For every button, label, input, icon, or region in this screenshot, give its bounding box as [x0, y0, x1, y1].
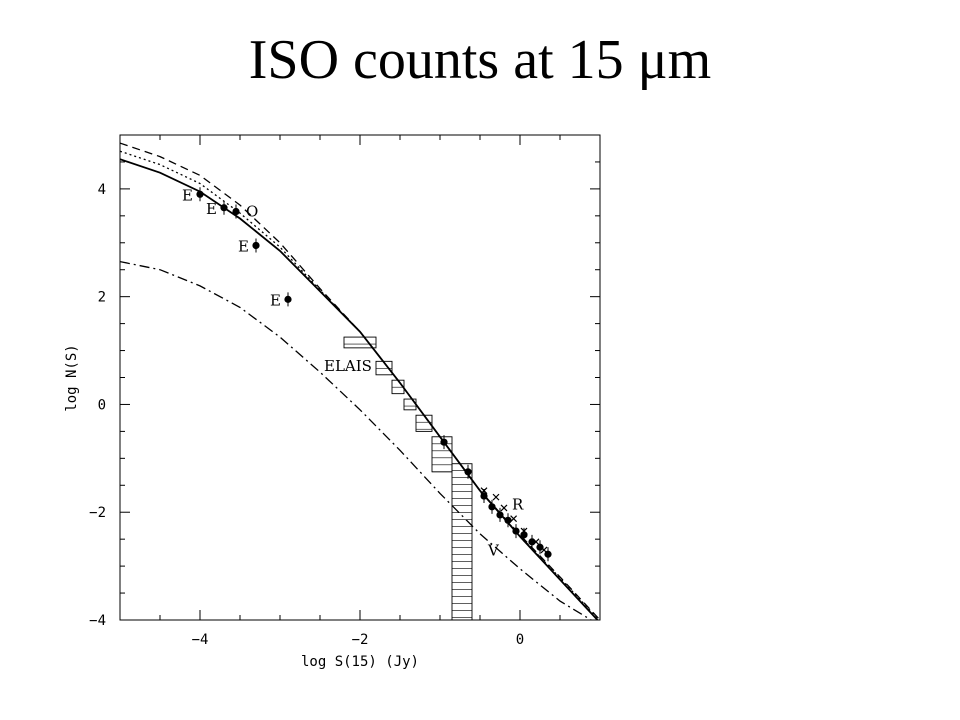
- annotation-v: V: [487, 541, 500, 559]
- elais-histogram-bin: [343, 336, 377, 349]
- x-axis-label: log S(15) (Jy): [301, 654, 419, 670]
- cross-point: [480, 487, 488, 495]
- y-tick-label: −4: [89, 613, 106, 629]
- plot-frame: [119, 134, 601, 621]
- y-tick-label: 2: [98, 290, 106, 306]
- data-point: [488, 503, 496, 511]
- data-point: [284, 295, 292, 303]
- annotation-r: R: [512, 496, 524, 514]
- cross-point: [492, 493, 500, 501]
- slide-title: ISO counts at 15 μm: [248, 29, 712, 91]
- data-point: [512, 527, 520, 535]
- data-point: [464, 468, 472, 476]
- cross-stroke: [500, 504, 508, 512]
- elais-histogram-bin: [451, 463, 473, 620]
- x-tick-label: −4: [192, 632, 209, 648]
- cross-stroke: [540, 546, 548, 554]
- cross-point: [500, 504, 508, 512]
- y-tick-label: −2: [89, 505, 106, 521]
- data-point: [536, 543, 544, 551]
- data-point: [480, 492, 488, 500]
- cross-point: [520, 527, 528, 535]
- data-point: [232, 207, 240, 216]
- y-tick-label: 4: [98, 182, 106, 198]
- cross-stroke: [480, 487, 488, 495]
- data-point: [520, 531, 528, 539]
- data-point: [440, 438, 448, 446]
- data-point: [196, 190, 204, 198]
- cross-point: [532, 538, 540, 546]
- model-curve-solid: [120, 158, 599, 620]
- point-label: E: [270, 291, 281, 309]
- cross-point: [510, 515, 518, 523]
- cross-stroke: [510, 515, 518, 523]
- model-curve-dotted: [120, 150, 600, 620]
- x-tick-label: 0: [516, 632, 524, 648]
- data-point: [528, 538, 536, 546]
- data-point: [252, 241, 260, 250]
- y-tick-label: 0: [98, 397, 106, 413]
- data-point: [496, 511, 504, 519]
- data-point: [220, 204, 228, 212]
- point-label: E: [238, 237, 249, 255]
- cross-point: [540, 546, 548, 554]
- point-label: O: [246, 203, 258, 221]
- cross-stroke: [520, 527, 528, 535]
- y-axis-label: log N(S): [64, 344, 80, 411]
- model-curve-dashed: [120, 142, 600, 620]
- data-point: [504, 516, 512, 524]
- cross-stroke: [492, 493, 500, 501]
- cross-stroke: [532, 538, 540, 546]
- annotation-elais: ELAIS: [324, 357, 372, 375]
- point-label: E: [182, 186, 193, 204]
- model-curve-dash-dot: [120, 260, 593, 620]
- point-label: E: [206, 200, 217, 218]
- x-tick-label: −2: [352, 632, 369, 648]
